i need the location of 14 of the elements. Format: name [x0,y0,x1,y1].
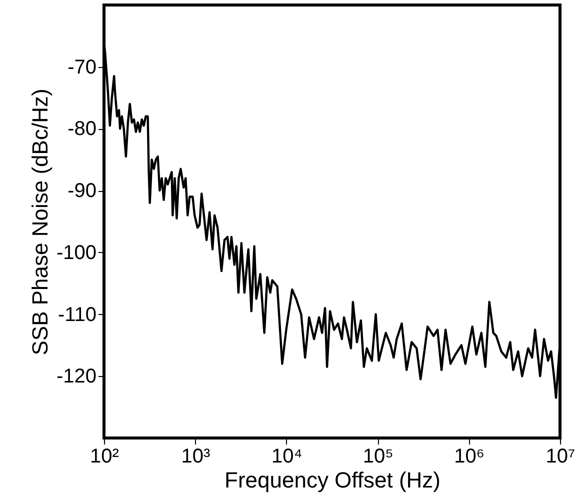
y-tick-label: -70 [68,56,96,78]
x-tick-label: 10⁵ [362,446,394,468]
x-tick-label: 10² [90,446,120,468]
y-axis-title: SSB Phase Noise (dBc/Hz) [27,88,52,356]
y-tick-label: -80 [68,118,96,140]
x-tick-label: 10⁶ [454,446,485,468]
y-tick-label: -90 [68,180,96,202]
x-tick-label: 10⁷ [546,446,576,468]
x-axis-title: Frequency Offset (Hz) [224,468,440,492]
y-tick-label: -100 [56,242,96,264]
x-tick-label: 10³ [181,446,210,468]
x-tick-label: 10⁴ [271,446,302,468]
y-tick-label: -120 [56,366,96,388]
y-tick-label: -110 [58,304,96,326]
